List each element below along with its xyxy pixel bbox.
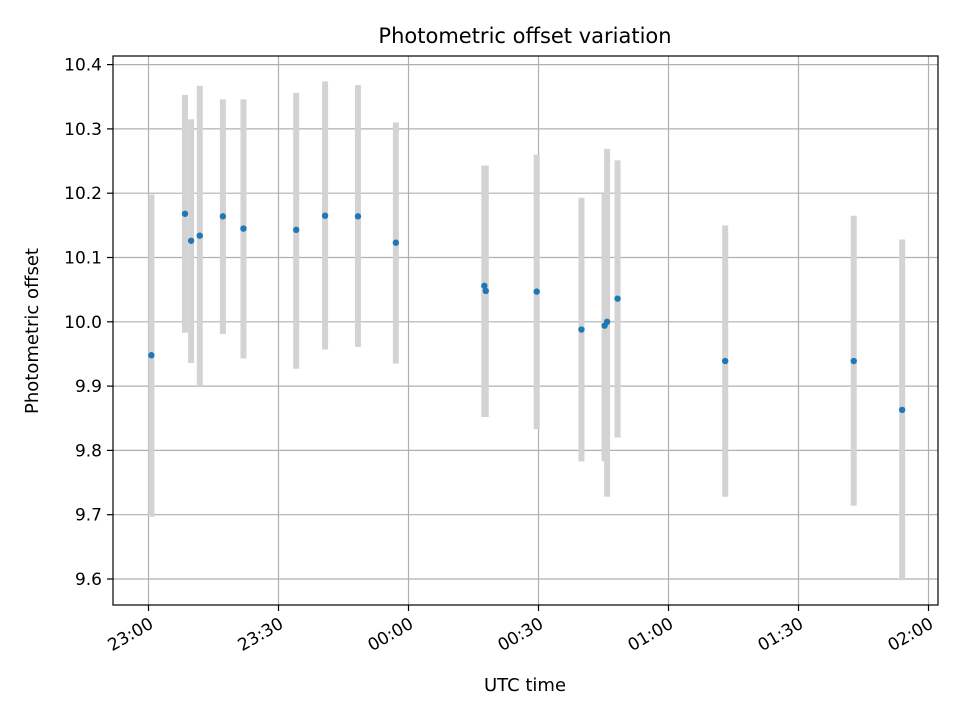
plot-frame [112,55,939,606]
y-tick-label: 10.4 [64,56,102,76]
data-points [148,210,906,414]
data-point [721,357,729,365]
y-tick-label: 9.9 [75,377,102,397]
data-point [850,357,857,365]
y-tick-label: 10.3 [64,120,102,140]
y-axis-label: Photometric offset [22,248,43,414]
data-point [240,225,247,232]
data-point [614,295,621,302]
y-tick-label: 10.0 [64,313,102,333]
data-point [187,237,195,244]
data-point [898,406,906,414]
data-point [219,213,227,220]
data-point [481,282,488,289]
data-point [148,352,155,359]
data-point [482,287,489,295]
y-tick-label: 9.8 [75,441,102,461]
data-point [578,326,585,333]
y-tick-label: 10.1 [64,249,102,269]
chart-title: Photometric offset variation [378,24,671,48]
data-point [354,213,362,220]
y-tick-label: 9.7 [75,506,102,526]
data-point [181,210,189,217]
data-point [196,232,203,239]
data-point [533,288,540,295]
grid [113,56,938,605]
y-axis-ticks: 9.6 9.7 9.8 9.9 10.0 10.1 10.2 10.3 10.4 [64,56,113,590]
data-point [321,212,329,219]
y-tick-label: 10.2 [64,184,102,204]
data-point [603,318,611,325]
data-point [292,226,300,234]
data-point [392,239,400,246]
y-tick-label: 9.6 [75,570,102,590]
x-axis-label: UTC time [484,675,566,696]
